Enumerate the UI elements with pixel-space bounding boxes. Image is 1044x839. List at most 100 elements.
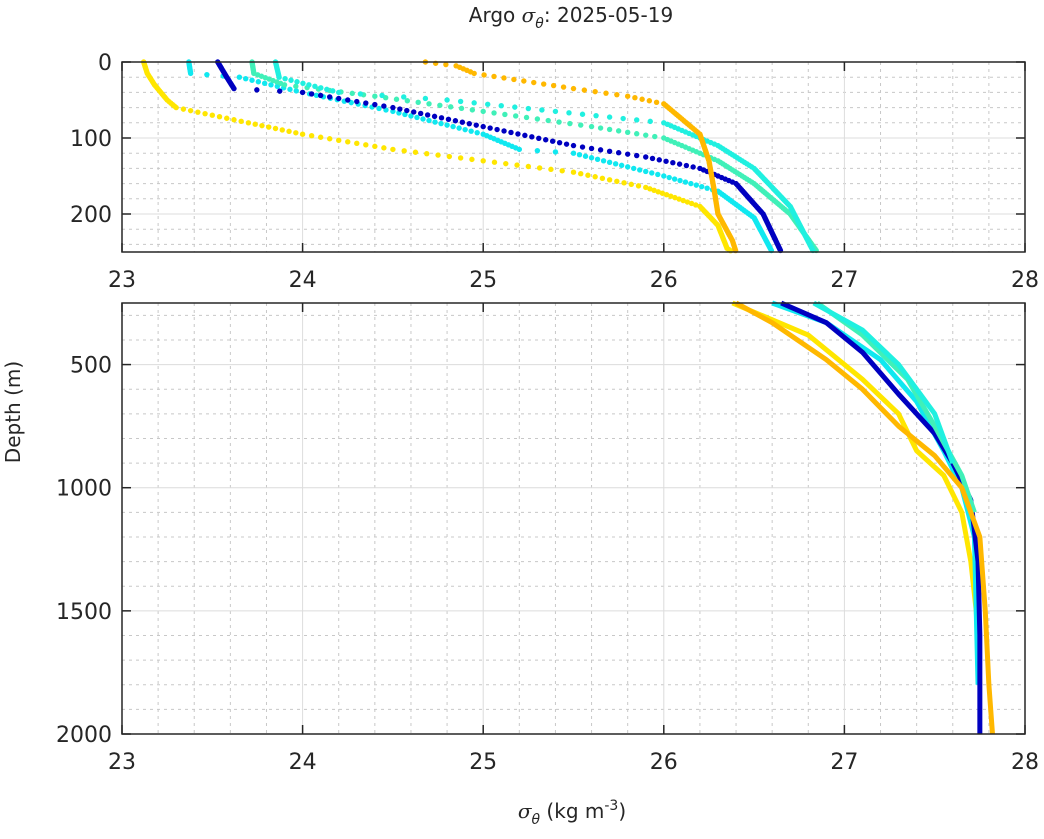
profile-orange-point — [632, 95, 638, 101]
profile-aquamarine-point — [281, 82, 288, 88]
profile-yellow-point — [525, 163, 532, 170]
profile-aquamarine-point — [634, 131, 640, 137]
profile-yellow-point — [252, 121, 258, 127]
x-tick-label: 25 — [469, 750, 497, 775]
profile-cyan-a-point — [261, 80, 268, 86]
profile-blue-point — [634, 152, 640, 159]
profile-yellow-point — [293, 130, 299, 136]
profile-cyan-a-point — [450, 123, 456, 130]
profile-aquamarine-point — [597, 125, 604, 131]
profile-orange-point — [592, 88, 598, 95]
profile-cyan-a-point — [268, 82, 274, 88]
profile-cyan-a-point — [390, 108, 396, 115]
profile-orange-point — [560, 84, 567, 90]
profile-cyan-a-point — [682, 179, 689, 185]
profile-cyan-b-point — [525, 105, 532, 112]
x-tick-label: 28 — [1011, 750, 1039, 775]
profile-blue-point — [459, 119, 466, 125]
profile-blue-point — [563, 141, 570, 147]
profile-blue-point — [549, 138, 556, 144]
profile-yellow-point — [680, 197, 686, 204]
profile-yellow-point — [668, 193, 674, 199]
profile-blue-point — [452, 118, 459, 124]
profile-blue-point — [466, 120, 473, 127]
profile-aquamarine-point — [624, 129, 631, 135]
profile-aquamarine-line — [815, 300, 977, 514]
profile-cyan-a-point — [655, 171, 661, 178]
profile-aquamarine-point — [469, 107, 476, 113]
profile-cyan-a-point — [570, 150, 577, 156]
profile-blue-point — [588, 145, 595, 152]
profile-blue-point — [501, 128, 507, 134]
profile-cyan-a-point — [693, 182, 700, 188]
profile-cyan-b-point — [606, 114, 613, 120]
profile-aquamarine-point — [458, 105, 465, 112]
profile-cyan-a-point — [456, 125, 462, 131]
profile-blue-point — [336, 95, 342, 102]
profile-yellow-point — [187, 107, 194, 114]
y-tick-label: 1500 — [56, 600, 112, 625]
profile-yellow-point — [672, 194, 678, 201]
profile-yellow-point — [238, 118, 244, 124]
profile-cyan-b-point — [647, 118, 653, 125]
profile-yellow-point — [336, 137, 342, 143]
profile-cyan-a-point — [643, 168, 649, 175]
profile-orange-point — [614, 91, 620, 98]
profile-blue-point — [411, 109, 417, 115]
profile-cyan-b-point — [552, 108, 559, 115]
profile-cyan-a-point — [255, 79, 262, 85]
profile-cyan-a-point — [313, 92, 320, 99]
profile-cyan-a-point — [243, 76, 249, 82]
profile-yellow-point — [606, 177, 613, 183]
profile-yellow-point — [286, 128, 292, 135]
profile-orange-points — [422, 59, 739, 254]
profile-cyan-a-point — [438, 120, 444, 127]
profile-blue-point — [615, 150, 622, 156]
profile-yellow-point — [628, 181, 634, 188]
profile-yellow-point — [446, 153, 453, 160]
profile-orange-point — [624, 93, 631, 99]
x-tick-label: 26 — [650, 268, 678, 293]
profile-orange-point — [639, 96, 645, 102]
profile-yellow-point — [202, 110, 208, 117]
profile-orange-point — [501, 75, 507, 81]
profile-cyan-a-point — [677, 177, 683, 184]
profile-yellow-point — [676, 196, 682, 202]
profile-orange-point — [646, 98, 653, 104]
profile-yellow-point — [195, 109, 201, 115]
profile-cyan-b-point — [579, 111, 586, 117]
profile-cyan-a-point — [534, 147, 541, 154]
profile-cyan-b-point — [498, 103, 504, 109]
profile-yellow-point — [173, 104, 179, 111]
profile-yellow-point — [180, 106, 187, 112]
profile-yellow-point — [480, 158, 486, 164]
profile-yellow-point — [317, 134, 324, 140]
profile-cyan-a-point — [414, 114, 420, 121]
profile-cyan-a-point — [582, 153, 589, 159]
profile-yellow-point — [659, 190, 666, 196]
profile-blue-point — [683, 162, 690, 169]
profile-blue-point — [431, 113, 438, 120]
profile-blue-point — [494, 126, 500, 133]
profile-blue-point — [515, 131, 521, 137]
profile-cyan-b-point — [422, 95, 429, 102]
profile-cyan-a-point — [688, 180, 694, 187]
profile-yellow-point — [345, 139, 351, 145]
profile-aquamarine-point — [502, 111, 508, 118]
profile-orange-line — [734, 300, 995, 735]
profile-blue-point — [277, 88, 283, 94]
profile-blue-point — [570, 142, 577, 149]
profile-yellow-point — [570, 169, 577, 175]
x-tick-label: 26 — [650, 750, 678, 775]
profile-aquamarine-points — [249, 59, 819, 254]
profile-yellow-point — [457, 155, 464, 161]
profile-cyan-a-point — [474, 129, 480, 136]
profile-cyan-a-point — [704, 185, 710, 191]
profile-yellow-points — [140, 59, 734, 254]
y-tick-label: 1000 — [56, 477, 112, 502]
profile-blue-point — [254, 87, 260, 93]
profile-blue-point — [473, 122, 479, 128]
x-tick-label: 25 — [469, 268, 497, 293]
profile-cyan-a-point — [649, 170, 655, 176]
chart-title: Argo σθ: 2025-05-19 — [469, 3, 673, 32]
